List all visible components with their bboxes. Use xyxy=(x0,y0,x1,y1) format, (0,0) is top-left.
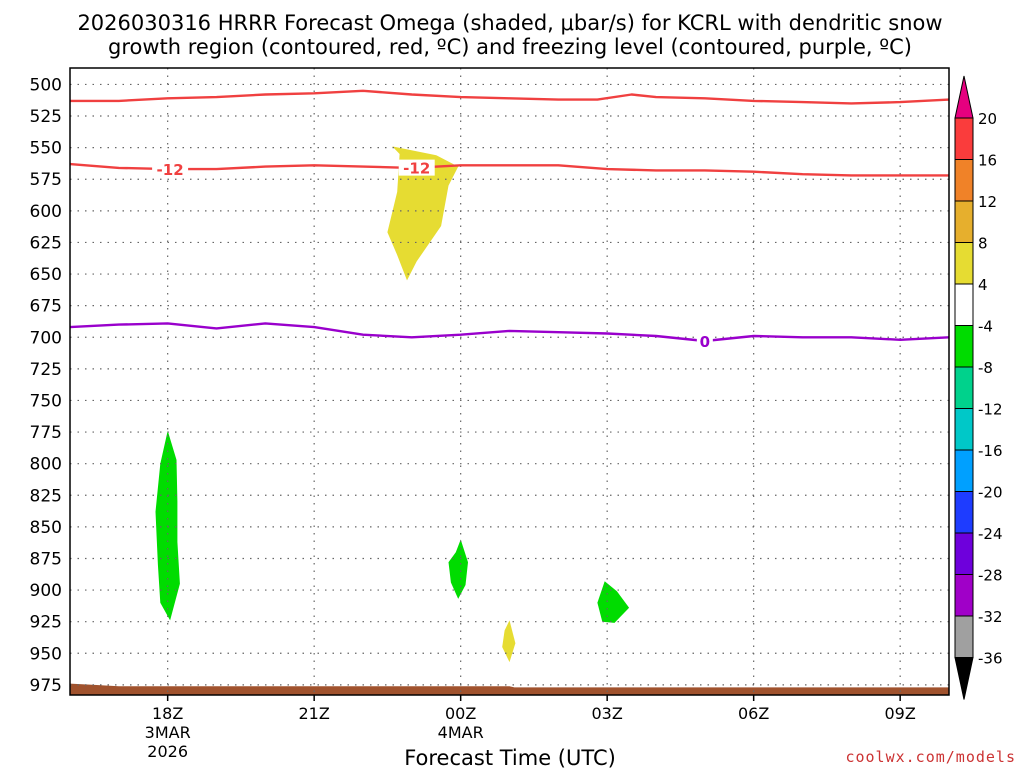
colorbar-box-6 xyxy=(954,325,974,368)
colorbar-arrow-bottom xyxy=(954,657,974,700)
x-tick-label-21Z-1: 21Z xyxy=(299,704,330,723)
colorbar-box-10 xyxy=(954,491,974,534)
x-tick-label-03Z-1: 03Z xyxy=(592,704,623,723)
colorbar-label--32: -32 xyxy=(978,608,1003,626)
colorbar-label-4: 4 xyxy=(978,276,988,294)
y-tick-label-950: 950 xyxy=(30,644,62,664)
y-tick-label-775: 775 xyxy=(30,423,62,443)
y-axis-tick-labels: 500 525 550 575 600 625 650 675 700 725 750 775 800 8… xyxy=(30,75,62,695)
colorbar-arrow-top xyxy=(954,75,974,119)
y-tick-label-650: 650 xyxy=(30,265,62,285)
chart-title-line-1: 2026030316 HRRR Forecast Omega (shaded, … xyxy=(77,11,942,35)
omega-region-3 xyxy=(448,539,468,599)
y-tick-label-725: 725 xyxy=(30,360,62,380)
colorbar-box-9 xyxy=(954,449,974,492)
contour-label-bg-2-1 xyxy=(152,161,189,178)
x-tick-label-09Z-1: 09Z xyxy=(885,704,916,723)
omega-shading xyxy=(155,146,630,663)
y-tick-label-825: 825 xyxy=(30,486,62,506)
contour-lines: -12 -12 0 xyxy=(69,89,950,351)
y-tick-label-850: 850 xyxy=(30,518,62,538)
colorbar-label-16: 16 xyxy=(978,152,997,170)
x-tick-label-06Z-1: 06Z xyxy=(738,704,769,723)
colorbar-label--12: -12 xyxy=(978,401,1003,419)
contour-label-3-1: 0 xyxy=(700,333,710,351)
colorbar-box-1 xyxy=(954,117,974,160)
omega-region-5 xyxy=(502,620,516,663)
x-tick-label-00Z-1: 00Z xyxy=(445,704,476,723)
colorbar-box-12 xyxy=(954,574,974,617)
colorbar-box-13 xyxy=(954,615,974,658)
contour-line-2 xyxy=(69,162,949,177)
contour-label-2-2: -12 xyxy=(403,160,430,178)
y-tick-label-575: 575 xyxy=(30,170,62,190)
colorbar-box-8 xyxy=(954,408,974,451)
y-tick-label-875: 875 xyxy=(30,549,62,569)
colorbar-label-8: 8 xyxy=(978,235,988,253)
x-tick-label-18Z-3: 2026 xyxy=(147,742,188,761)
contour-line-1 xyxy=(70,89,950,105)
y-tick-label-525: 525 xyxy=(30,107,62,127)
colorbar-label--28: -28 xyxy=(978,567,1003,585)
x-tick-label-00Z-2: 4MAR xyxy=(438,723,484,742)
gridlines xyxy=(70,68,949,701)
colorbar-box-3 xyxy=(954,200,974,243)
y-tick-label-700: 700 xyxy=(30,328,62,348)
colorbar: 20 16 12 8 4 -4 -8 -12 -16 -20 -24 -28 -32 -36 xyxy=(954,75,1003,700)
contour-line-3 xyxy=(69,322,950,343)
y-tick-label-675: 675 xyxy=(30,297,62,317)
x-tick-label-18Z-2: 3MAR xyxy=(145,723,191,742)
y-tick-label-625: 625 xyxy=(30,233,62,253)
colorbar-label--16: -16 xyxy=(978,442,1003,460)
contour-label-bg-2-2 xyxy=(398,159,435,176)
plot-frame xyxy=(69,67,950,696)
terrain-fill xyxy=(70,683,949,695)
y-tick-label-600: 600 xyxy=(30,202,62,222)
terrain-layer xyxy=(70,683,949,695)
credit-text: coolwx.com/models xyxy=(845,748,1016,766)
omega-region-1 xyxy=(387,146,459,281)
colorbar-box-4 xyxy=(954,242,974,285)
colorbar-label-20: 20 xyxy=(978,110,997,128)
colorbar-box-11 xyxy=(954,532,974,575)
colorbar-label--20: -20 xyxy=(978,484,1003,502)
omega-region-4 xyxy=(597,581,630,623)
x-tick-label-18Z-1: 18Z xyxy=(152,704,183,723)
y-tick-label-925: 925 xyxy=(30,613,62,633)
x-axis-title: Forecast Time (UTC) xyxy=(404,746,616,768)
colorbar-label--4: -4 xyxy=(978,318,993,336)
contour-label-2-1: -12 xyxy=(157,161,184,179)
chart-title-line-2: growth region (contoured, red, ºC) and f… xyxy=(108,35,912,59)
colorbar-label--36: -36 xyxy=(978,650,1003,668)
colorbar-label-12: 12 xyxy=(978,193,997,211)
y-tick-label-975: 975 xyxy=(30,676,62,696)
y-tick-label-750: 750 xyxy=(30,391,62,411)
y-tick-label-500: 500 xyxy=(30,75,62,95)
colorbar-label--24: -24 xyxy=(978,525,1003,543)
y-tick-label-900: 900 xyxy=(30,581,62,601)
colorbar-box-2 xyxy=(954,159,974,202)
plot-area xyxy=(70,68,949,695)
colorbar-box-7 xyxy=(954,366,974,409)
colorbar-box-5 xyxy=(954,283,974,326)
y-tick-label-550: 550 xyxy=(30,139,62,159)
contour-label-bg-3-1 xyxy=(696,333,713,350)
colorbar-label--8: -8 xyxy=(978,359,993,377)
y-tick-label-800: 800 xyxy=(30,455,62,475)
